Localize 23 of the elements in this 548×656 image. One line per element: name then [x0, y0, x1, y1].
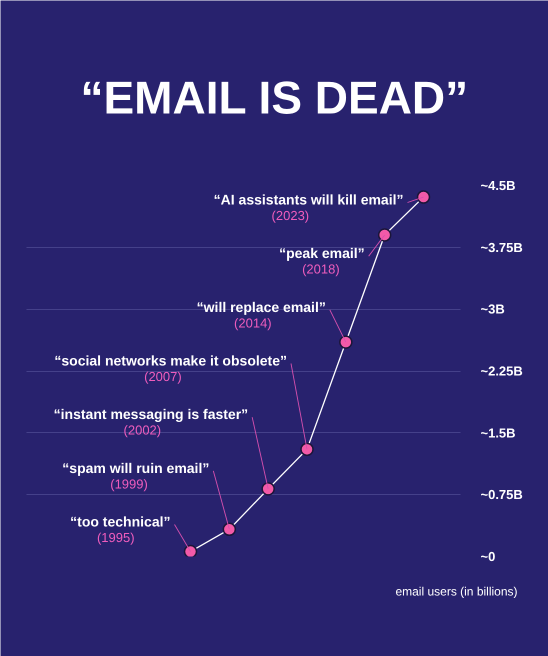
- point: [378, 228, 392, 242]
- y-axis-title: email users (in billions): [395, 584, 518, 598]
- annotation: “instant messaging is faster” (2002): [54, 406, 248, 438]
- y-tick-label: ~0.75B: [480, 487, 523, 502]
- chart-title: “EMAIL IS DEAD”: [80, 72, 468, 124]
- y-tick-label: ~4.5B: [480, 178, 516, 193]
- annotation: “AI assistants will kill email” (2023): [214, 192, 404, 223]
- y-tick-label: ~3.75B: [480, 240, 523, 255]
- y-tick-label: ~1.5B: [480, 425, 516, 440]
- annotation: “social networks make it obsolete” (2007): [54, 352, 288, 384]
- point: [261, 482, 275, 496]
- point: [222, 522, 236, 536]
- point: [416, 190, 430, 204]
- y-tick-label: ~2.25B: [480, 364, 523, 378]
- y-tick-label: ~3B: [480, 302, 505, 317]
- text: “too technical” (1995): [70, 514, 171, 545]
- point: [300, 442, 314, 456]
- point: [184, 544, 198, 556]
- y-tick-label: ~0: [480, 549, 496, 564]
- annotation: “will replace email” (2014): [196, 298, 326, 330]
- annotation: “peak email” (2018): [279, 245, 365, 277]
- annotation: “spam will ruin email” (1999): [62, 460, 210, 492]
- point: [339, 335, 353, 349]
